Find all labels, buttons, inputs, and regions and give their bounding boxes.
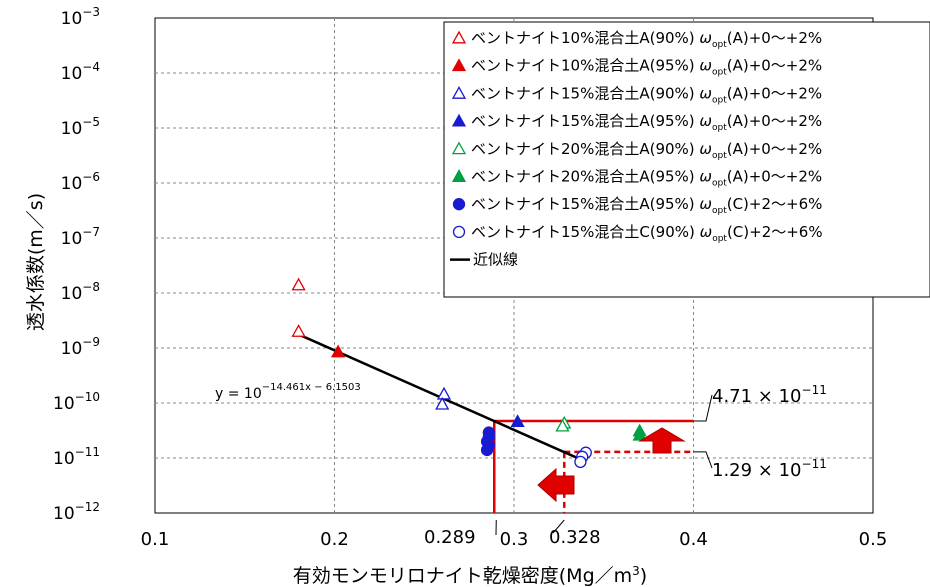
marker-triangle-filled [451,113,467,127]
marker-triangle-filled [451,58,467,72]
legend-entry-label: ベントナイト20%混合土A(90%) ωopt(A)+0〜+2% [471,140,822,161]
legend-entry-label: ベントナイト10%混合土A(90%) ωopt(A)+0〜+2% [471,29,822,50]
y-tick-label: 10−7 [61,225,100,249]
y-tick-labels: 10−12 10−11 10−10 10−9 10−8 10−7 10−6 10−5 10−4 1… [53,5,100,524]
legend-entry-label: ベントナイト10%混合土A(95%) ωopt(A)+0〜+2% [471,57,822,78]
y-axis-label: 透水係数(m／s) [25,193,47,331]
y-tick-label: 10−10 [53,390,100,414]
marker-triangle-filled [451,169,467,182]
y-tick-label: 10−4 [61,60,100,84]
marker-triangle-filled [330,344,346,358]
annotation-lower-value: 1.29 × 10−11 [712,457,827,481]
legend-entry-label: ベントナイト15%混合土A(90%) ωopt(A)+0〜+2% [471,84,822,105]
arrow-up [638,427,686,454]
marker-triangle-open [451,86,467,99]
leader-x-right [552,519,565,534]
y-tick-label: 10−11 [53,445,100,469]
fit-equation: y = 10−14.461x − 6.1503 [215,382,361,402]
x-tick-label: 0.5 [859,529,888,550]
marker-triangle-open [291,277,306,291]
y-tick-label: 10−5 [61,115,100,139]
marker-triangle-open [291,324,306,337]
legend-box [443,21,930,298]
annotation-x-left: 0.289 [424,527,476,548]
x-tick-label: 0.1 [141,529,170,550]
y-tick-label: 10−12 [53,500,100,524]
annotation-upper-value: 4.71 × 10−11 [712,383,827,407]
leader-upper [693,394,713,422]
arrows [537,427,686,503]
x-tick-label: 0.4 [679,529,708,550]
marker-triangle-open [436,386,452,400]
legend: ベントナイト10%混合土A(90%) ωopt(A)+0〜+2% ベントナイト10… [443,21,930,298]
x-tick-labels: 0.1 0.2 0.3 0.4 0.5 [141,529,888,550]
marker-circle-open [452,225,466,239]
marker-triangle-open [435,396,450,410]
marker-triangle-filled [632,427,647,441]
legend-entry-label: ベントナイト20%混合土A(95%) ωopt(A)+0〜+2% [471,168,822,189]
y-tick-label: 10−9 [61,335,100,359]
leader-lower [693,451,713,469]
legend-entry-label: ベントナイト15%混合土C(90%) ωopt(C)+2〜+6% [471,223,823,244]
data-points [291,277,647,469]
marker-triangle-open [451,30,467,44]
legend-fit-label: 近似線 [473,251,518,269]
x-tick-label: 0.2 [320,529,349,550]
y-tick-label: 10−6 [61,170,100,194]
legend-entry-label: ベントナイト15%混合土A(95%) ωopt(A)+0〜+2% [471,112,822,133]
x-tick-label: 0.3 [500,529,529,550]
marker-triangle-filled [510,414,525,427]
arrow-left [537,467,575,503]
y-tick-label: 10−8 [61,280,100,304]
y-tick-label: 10−3 [61,5,100,29]
marker-circle-open [574,455,587,469]
marker-triangle-open [555,418,570,432]
legend-entry-label: ベントナイト15%混合土A(95%) ωopt(C)+2〜+6% [471,195,822,216]
marker-triangle-open [451,141,467,155]
marker-circle-filled [452,198,466,211]
x-axis-label: 有効モンモリロナイト乾燥密度(Mg／m3) [293,564,647,587]
annotation-x-right: 0.328 [549,527,601,548]
marker-circle-filled [480,443,494,457]
